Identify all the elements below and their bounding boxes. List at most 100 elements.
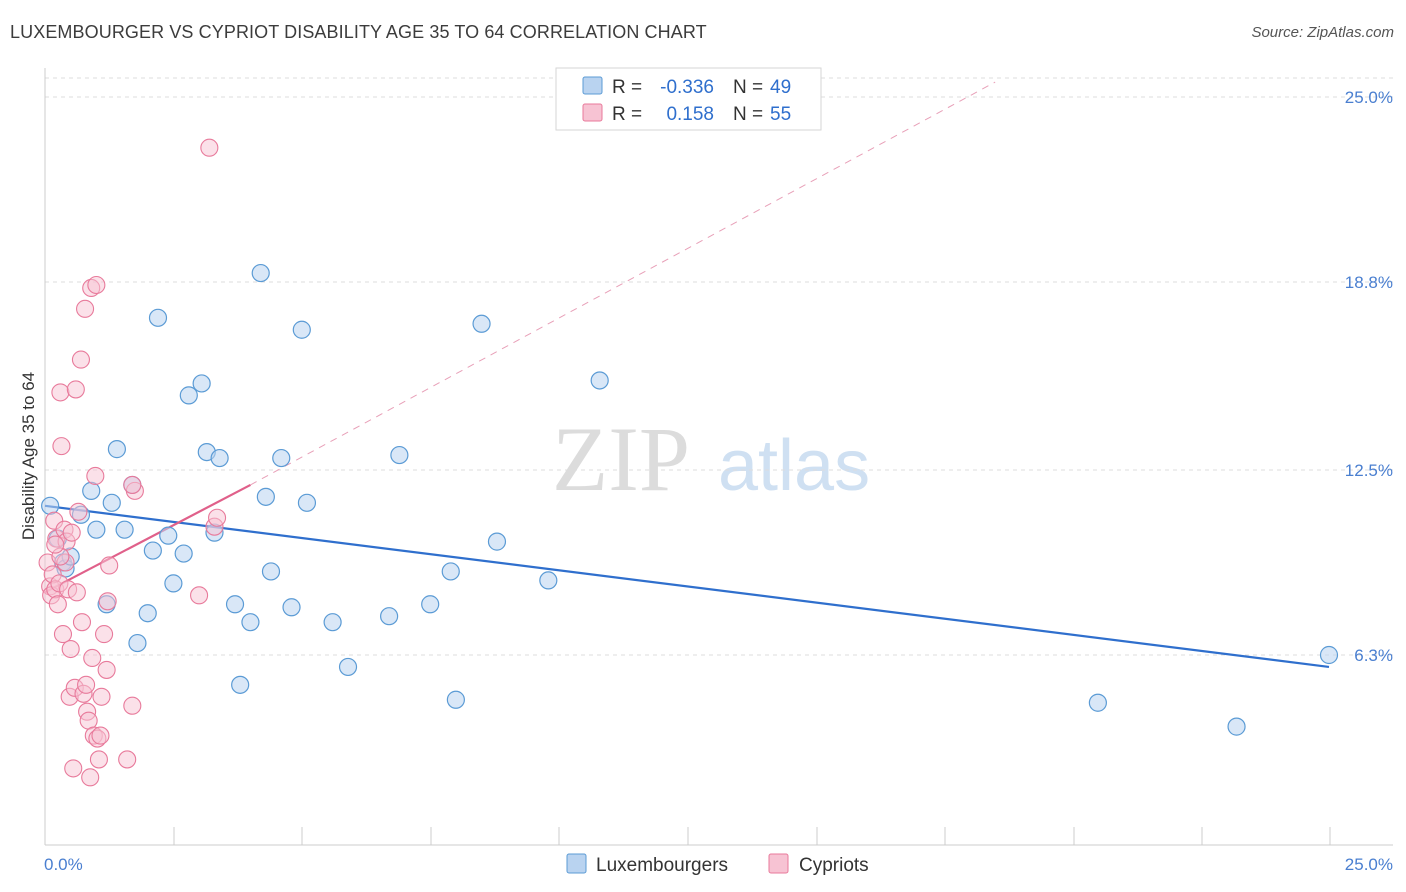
luxembourgers-point [174,544,193,563]
luxembourgers-point [256,487,275,506]
cypriots-point [86,466,105,486]
luxembourgers-point [231,675,250,694]
luxembourgers-point [421,595,440,614]
cypriots-trend-extension [250,81,996,486]
luxembourgers-point [41,496,60,515]
cypriots-points [38,138,227,787]
cypriots-point [200,138,219,157]
bottom-legend-label-pink: Cypriots [799,855,869,876]
luxembourgers-point [446,690,465,709]
luxembourgers-point [179,386,198,405]
bottom-legend-swatch-pink [768,853,789,874]
cypriots-point [98,592,117,611]
cypriots-trend-line [44,483,251,594]
luxembourgers-point [1088,693,1107,712]
cypriots-point [92,687,111,706]
cypriots-point [95,625,114,644]
y-tick-labels: 6.3% 12.5% 18.8% 25.0% [1345,88,1393,665]
luxembourgers-point [441,562,460,581]
cypriots-point [97,660,116,679]
luxembourgers-point [323,613,342,632]
correlation-legend: R = -0.336 N = 49 R = 0.158 N = 55 [555,67,822,131]
chart-title: LUXEMBOURGER VS CYPRIOT DISABILITY AGE 3… [10,22,707,42]
luxembourgers-point [115,520,134,539]
cypriots-point [118,750,137,769]
legend-swatch-pink [582,103,603,122]
luxembourgers-point [251,263,270,283]
cypriots-point [61,639,80,659]
luxembourgers-point [1319,645,1339,665]
luxembourgers-point [148,308,168,327]
cypriots-point [77,675,96,694]
cypriots-point [190,586,209,605]
luxembourgers-point [87,520,106,539]
luxembourgers-point [107,440,127,459]
cypriots-point [100,556,119,575]
luxembourgers-point [241,613,260,632]
cypriots-point [53,625,73,644]
cypriots-point [123,475,142,494]
y-tick-label: 25.0% [1345,88,1393,107]
cypriots-point [62,523,81,542]
cypriots-point [71,350,91,369]
source-label: Source: ZipAtlas.com [1251,24,1394,41]
series-legend: Luxembourgers Cypriots [566,853,869,876]
cypriots-point [67,583,86,602]
luxembourgers-point [297,493,317,512]
luxembourgers-point [272,448,291,468]
cypriots-point [76,299,95,318]
legend-n-value-2: 55 [770,104,791,125]
legend-n-label-2: N = [733,104,763,125]
legend-swatch-blue [582,76,603,95]
luxembourgers-point [380,607,399,626]
bottom-legend-label-blue: Luxembourgers [596,855,728,876]
cypriots-point [208,508,227,527]
cypriots-point [51,383,70,402]
cypriots-point [64,759,83,778]
y-tick-label: 18.8% [1345,273,1393,292]
x-tick-label-left: 0.0% [44,855,83,874]
legend-n-value-1: 49 [770,77,791,98]
luxembourgers-point [82,481,101,500]
luxembourgers-point [282,598,301,617]
cypriots-point [83,648,102,668]
trend-lines [44,81,1330,669]
cypriots-point [123,696,142,715]
cypriots-point [89,750,108,769]
y-tick-label: 12.5% [1345,461,1393,480]
luxembourgers-point [590,371,609,390]
cypriots-point [87,275,106,295]
cypriots-point [91,726,110,745]
luxembourgers-point [210,448,229,468]
cypriots-point [69,502,88,521]
luxembourgers-point [487,532,507,551]
y-tick-label: 6.3% [1354,646,1393,665]
luxembourgers-point [390,445,409,465]
luxembourgers-point [338,657,358,677]
luxembourgers-point [143,541,162,560]
y-axis-label: Disability Age 35 to 64 [19,372,38,540]
luxembourgers-point [128,633,147,653]
axes [44,68,1393,846]
legend-r-value-2: 0.158 [666,104,714,125]
bottom-legend-swatch-blue [566,853,587,874]
legend-r-label-2: R = [612,104,642,125]
legend-r-value-1: -0.336 [660,77,714,98]
cypriots-point [48,595,67,614]
luxembourgers-point [292,320,311,339]
cypriots-point [46,535,65,554]
legend-n-label-1: N = [733,77,763,98]
luxembourgers-point [1227,717,1246,736]
luxembourgers-point [539,571,558,590]
luxembourgers-point [159,526,178,545]
cypriots-point [66,380,85,399]
luxembourgers-trend-line [44,504,1330,669]
luxembourgers-point [472,314,491,333]
luxembourgers-point [102,493,121,512]
cypriots-point [52,437,71,456]
gridlines [45,77,1393,656]
luxembourgers-point [138,604,157,623]
legend-r-label-1: R = [612,77,642,98]
luxembourgers-point [192,374,211,393]
